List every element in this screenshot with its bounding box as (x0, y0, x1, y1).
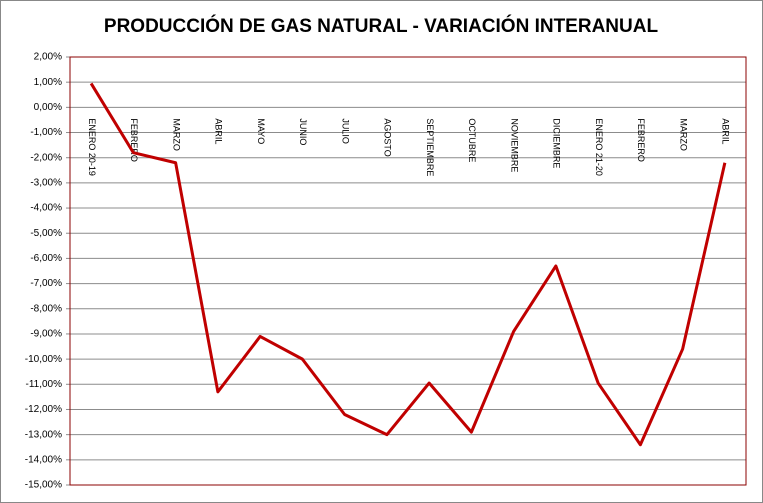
x-tick-label: FEBRERO (129, 118, 139, 162)
x-tick-label: OCTUBRE (467, 118, 477, 162)
y-tick-label: -8,00% (30, 303, 62, 314)
x-tick-label: ENERO 21-20 (594, 118, 604, 176)
x-tick-label: JULIO (340, 118, 350, 144)
chart-title: PRODUCCIÓN DE GAS NATURAL - VARIACIÓN IN… (104, 15, 659, 37)
y-tick-label: -7,00% (30, 278, 62, 289)
y-tick-label: -15,00% (25, 480, 62, 491)
x-tick-label: DICIEMBRE (552, 118, 562, 168)
x-tick-label: ABRIL (721, 118, 731, 144)
y-tick-label: -12,00% (25, 404, 62, 415)
x-tick-label: SEPTIEMBRE (425, 118, 435, 176)
x-tick-label: NOVIEMBRE (509, 118, 519, 172)
x-tick-label: JUNIO (298, 118, 308, 145)
y-tick-label: -11,00% (25, 379, 62, 390)
y-tick-label: -14,00% (25, 454, 62, 465)
y-tick-label: -9,00% (30, 329, 62, 340)
x-tick-label: MAYO (256, 118, 266, 144)
y-tick-label: 0,00% (34, 102, 62, 113)
data-line (89, 82, 727, 447)
x-tick-label: AGOSTO (383, 118, 393, 156)
y-tick-label: 2,00% (34, 52, 62, 63)
x-tick-label: FEBRERO (636, 118, 646, 162)
x-tick-label: MARZO (678, 118, 688, 150)
y-tick-label: -2,00% (30, 152, 62, 163)
plot-border (69, 56, 747, 486)
x-tick-label: ABRIL (214, 118, 224, 144)
y-tick-label: 1,00% (34, 77, 62, 88)
y-tick-label: -3,00% (30, 178, 62, 189)
y-tick-label: -13,00% (25, 429, 62, 440)
x-tick-label: ENERO 20-19 (87, 118, 97, 176)
y-tick-label: -10,00% (25, 354, 62, 365)
y-tick-label: -4,00% (30, 203, 62, 214)
y-tick-label: -6,00% (30, 253, 62, 264)
y-tick-label: -1,00% (30, 127, 62, 138)
y-tick-label: -5,00% (30, 228, 62, 239)
x-tick-label: MARZO (171, 118, 181, 150)
